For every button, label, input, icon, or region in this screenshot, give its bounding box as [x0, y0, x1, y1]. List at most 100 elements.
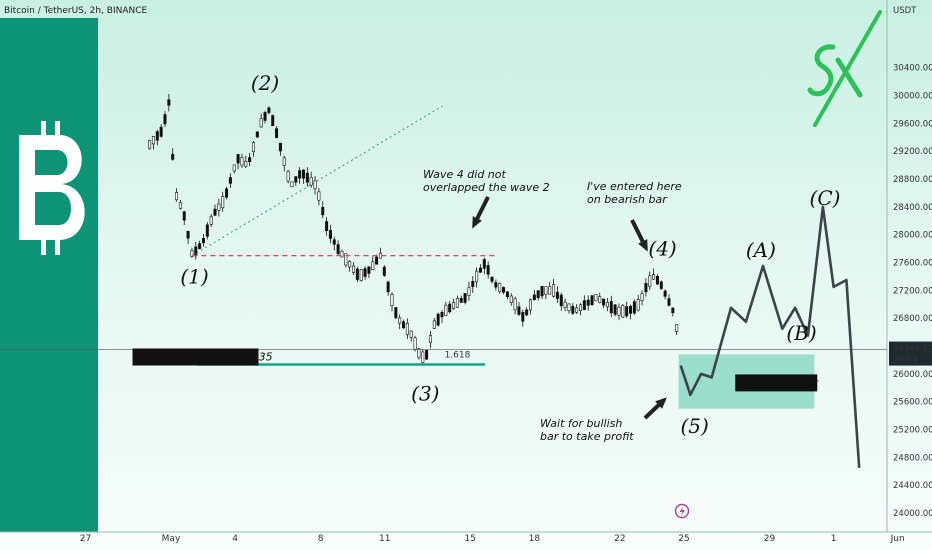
candle-body	[571, 306, 575, 314]
candle-body	[517, 306, 521, 315]
wave5-target-badge	[735, 374, 818, 392]
candle-body	[209, 216, 213, 225]
candle-body	[602, 298, 606, 306]
candle-body	[163, 114, 167, 125]
wave-label: (C)	[810, 186, 841, 210]
candle-body	[575, 307, 579, 313]
candle-body	[559, 294, 563, 307]
candle-body	[652, 274, 656, 280]
candle-body	[540, 285, 544, 297]
candle-body	[632, 301, 636, 314]
y-tick-label: 30400.00	[893, 64, 932, 74]
x-tick-label: 29	[764, 534, 776, 544]
candle-body	[175, 192, 179, 201]
candle-body	[436, 313, 440, 326]
candle-body	[625, 306, 629, 317]
wave-label: (4)	[648, 237, 676, 261]
candle-body	[394, 307, 398, 319]
candle-body	[255, 131, 259, 138]
candle-body	[528, 299, 532, 311]
candle-body	[667, 298, 671, 306]
candle-body	[432, 320, 436, 329]
y-tick-label: 26800.00	[893, 314, 932, 324]
candle-body	[290, 181, 294, 188]
candle-body	[648, 275, 652, 287]
candle-body	[236, 154, 240, 164]
candle-body	[521, 312, 525, 322]
lightning-icon-bolt	[679, 506, 685, 517]
candle-body	[336, 244, 340, 255]
profit-note-line: Wait for bullish	[540, 417, 622, 430]
candle-body	[159, 126, 163, 137]
wave4-note-line: Wave 4 did not	[423, 168, 507, 181]
candle-body	[251, 142, 255, 152]
candle-body	[548, 286, 552, 295]
wave4-note-line: overlapped the wave 2	[423, 181, 550, 194]
candle-body	[621, 305, 625, 318]
y-tick-label: 30000.00	[893, 92, 932, 102]
candle-body	[244, 160, 248, 167]
lightning-icon[interactable]	[674, 503, 690, 519]
y-tick-label: 27600.00	[893, 259, 932, 269]
candle-body	[640, 293, 644, 301]
y-tick-label: 24800.00	[893, 453, 932, 463]
candle-body	[636, 299, 640, 311]
wave4-arrow-head	[472, 216, 482, 229]
candle-body	[325, 221, 329, 231]
candle-body	[405, 322, 409, 335]
candle-body	[148, 140, 152, 149]
candles-group	[148, 93, 679, 366]
candle-body	[605, 302, 609, 308]
x-tick-label: 15	[464, 534, 475, 544]
bitcoin-logo-bar	[41, 121, 46, 137]
candle-body	[582, 300, 586, 310]
candle-body	[275, 128, 279, 138]
bitcoin-logo-bar	[55, 121, 60, 137]
candle-body	[194, 246, 198, 256]
profit-note-line: bar to take profit	[540, 430, 634, 443]
y-tick-label: 28800.00	[893, 175, 932, 185]
candle-body	[409, 330, 413, 338]
y-tick-label: 28000.00	[893, 231, 932, 241]
candle-body	[328, 230, 332, 239]
wave-projection-path	[679, 205, 861, 468]
candle-body	[186, 230, 190, 239]
candle-body	[167, 99, 171, 106]
entry-note-line: on bearish bar	[587, 193, 668, 206]
candle-body	[421, 351, 425, 363]
candle-body	[398, 317, 402, 324]
candle-body	[355, 268, 359, 280]
candle-body	[402, 321, 406, 329]
wave3-target-label: Wave 3 target = $26135	[137, 350, 273, 363]
candle-body	[302, 169, 306, 179]
candle-body	[352, 265, 356, 273]
entry-arrow-head	[638, 239, 648, 252]
candle-body	[459, 298, 463, 303]
candle-body	[201, 238, 205, 244]
bitcoin-logo-glyph	[19, 135, 85, 240]
last-price-label: 26349.52	[893, 345, 932, 355]
candle-body	[171, 153, 175, 160]
candle-body	[294, 176, 298, 183]
candle-body	[455, 298, 459, 308]
candle-body	[598, 296, 602, 303]
candle-body	[228, 177, 232, 184]
x-tick-label: 8	[318, 534, 324, 544]
wave-label: (1)	[180, 264, 208, 288]
candle-body	[363, 268, 367, 277]
candle-body	[178, 202, 182, 209]
candle-body	[217, 203, 221, 211]
candle-body	[513, 298, 517, 311]
candle-body	[475, 270, 479, 283]
candle-body	[298, 170, 302, 179]
y-tick-label: 29200.00	[893, 147, 932, 157]
candle-body	[371, 261, 375, 270]
candle-body	[644, 283, 648, 293]
candle-body	[348, 261, 352, 268]
candle-body	[444, 304, 448, 316]
wave-label: (B)	[786, 321, 816, 345]
x-tick-label: 11	[379, 534, 390, 544]
sx-logo-x	[835, 57, 863, 98]
candle-body	[417, 348, 421, 358]
